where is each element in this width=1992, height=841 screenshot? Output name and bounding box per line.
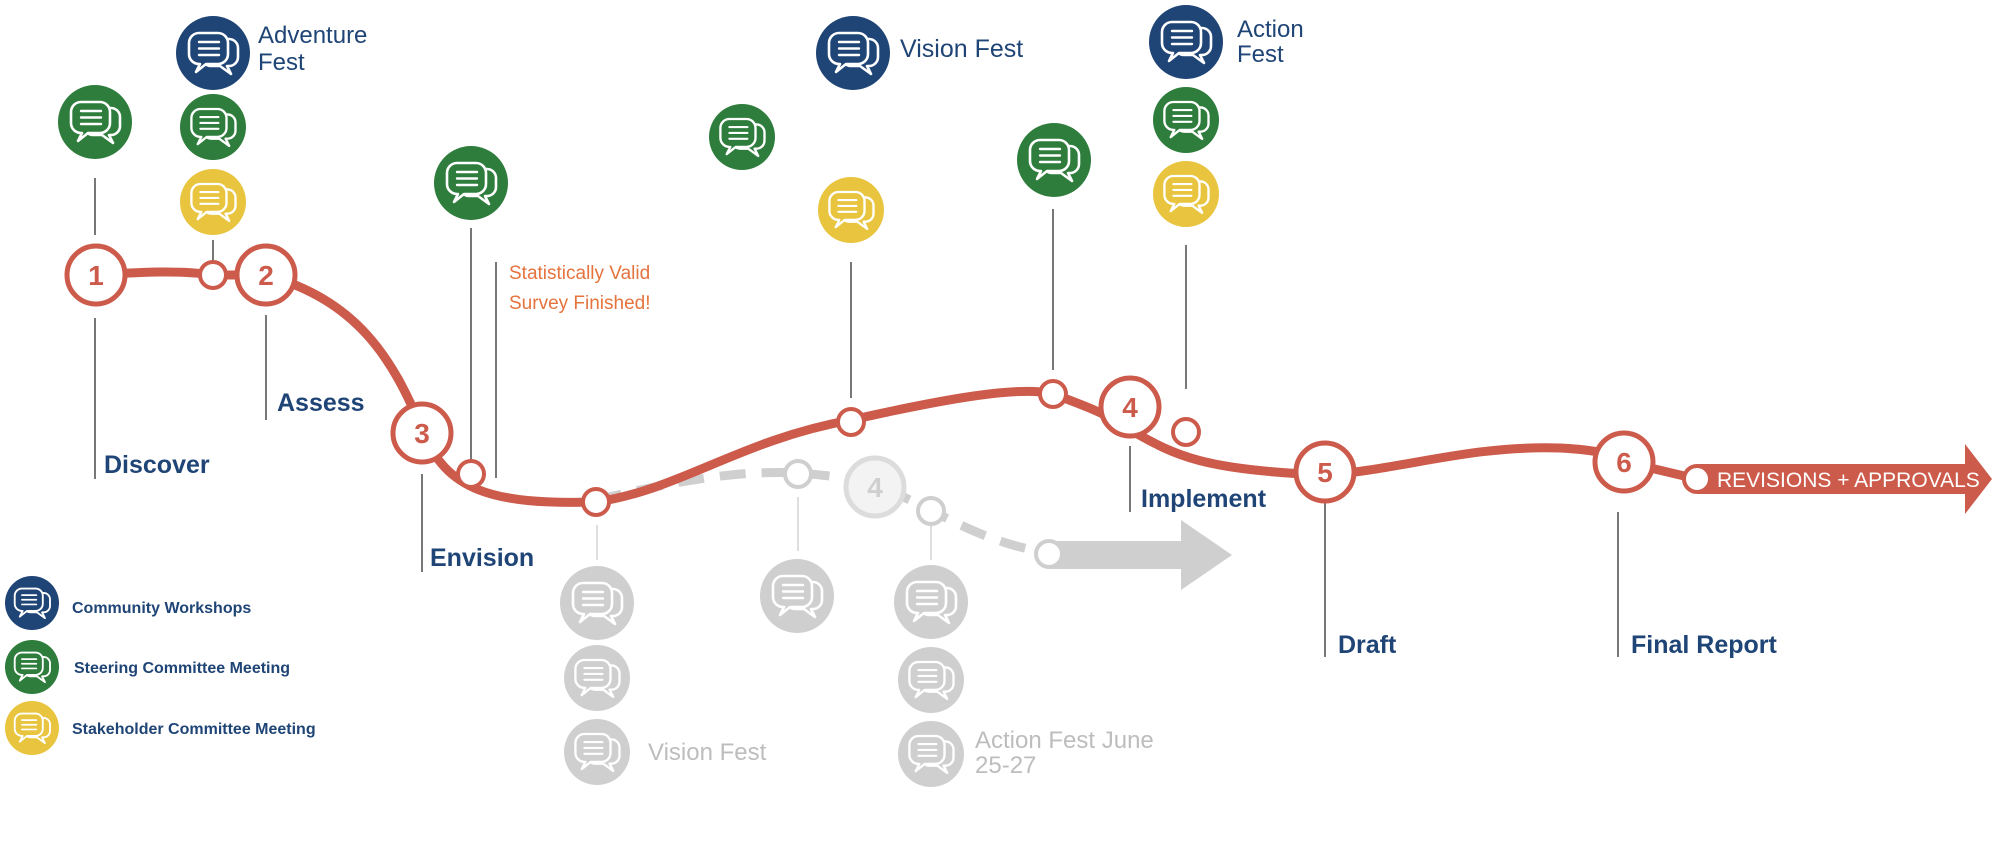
ghost-speech-bubbles-icon bbox=[760, 559, 834, 633]
ghost-speech-bubbles-icon bbox=[564, 719, 630, 785]
steering-committee-speech-bubbles-icon bbox=[180, 94, 246, 160]
survey-finished-label: Statistically Valid Survey Finished! bbox=[509, 263, 655, 314]
phase-label-final-report: Final Report bbox=[1631, 631, 1778, 659]
milestone-5: 5 bbox=[1293, 440, 1357, 504]
route-node bbox=[1171, 417, 1201, 447]
route-node bbox=[1038, 379, 1068, 409]
phase-label-assess: Assess bbox=[277, 389, 365, 417]
steering-committee-speech-bubbles-icon bbox=[1017, 123, 1091, 197]
route-nodes bbox=[198, 260, 1712, 517]
ghost-vision-fest-label: Vision Fest bbox=[648, 739, 767, 766]
milestone-circle bbox=[64, 243, 128, 307]
ghost-dashed-path bbox=[594, 467, 1050, 558]
legend-label: Stakeholder Committee Meeting bbox=[72, 721, 316, 738]
steering-committee-speech-bubbles-icon bbox=[434, 146, 508, 220]
milestone-number: 2 bbox=[258, 260, 274, 291]
ghost-speech-bubbles-icon bbox=[564, 645, 630, 711]
ghost-speech-bubbles-icon bbox=[560, 566, 634, 640]
event-labels: Adventure Fest Vision Fest Action Fest S… bbox=[258, 16, 1310, 779]
ghost-node bbox=[916, 496, 946, 526]
ghost-milestone-4-marker bbox=[843, 455, 907, 519]
legend-label: Community Workshops bbox=[72, 600, 251, 617]
milestone-number: 1 bbox=[88, 260, 104, 291]
phase-label-discover: Discover bbox=[104, 451, 210, 479]
ghost-arrow-shape bbox=[1049, 520, 1232, 590]
legend-item-community-workshops: Community Workshops bbox=[5, 576, 251, 630]
ghost-milestone-4-number: 4 bbox=[867, 472, 883, 503]
milestone-circle bbox=[234, 243, 298, 307]
milestone-number: 5 bbox=[1317, 457, 1333, 488]
milestone-circle bbox=[1098, 375, 1162, 439]
milestone-markers: 1 2 3 4 5 6 bbox=[64, 243, 1656, 504]
stakeholder-committee-speech-bubbles-icon bbox=[1153, 161, 1219, 227]
route-node bbox=[836, 407, 866, 437]
legend: Community Workshops Steering Committee M… bbox=[5, 576, 316, 755]
milestone-4: 4 bbox=[1098, 375, 1162, 439]
ghost-speech-bubbles-icon bbox=[898, 647, 964, 713]
route-node bbox=[1682, 464, 1712, 494]
milestone-number: 6 bbox=[1616, 447, 1632, 478]
steering-committee-speech-bubbles-icon bbox=[1153, 87, 1219, 153]
milestone-1: 1 bbox=[64, 243, 128, 307]
ghost-speech-bubbles-icon bbox=[898, 721, 964, 787]
community-workshop-speech-bubbles-icon bbox=[816, 16, 890, 90]
milestone-number: 3 bbox=[414, 418, 430, 449]
legend-item-steering-committee: Steering Committee Meeting bbox=[5, 640, 290, 694]
adventure-fest-label: Adventure Fest bbox=[258, 22, 374, 76]
community-workshop-speech-bubbles-icon bbox=[176, 16, 250, 90]
legend-item-stakeholder-committee: Stakeholder Committee Meeting bbox=[5, 701, 316, 755]
milestone-circle bbox=[1592, 430, 1656, 494]
milestone-circle bbox=[390, 401, 454, 465]
vision-fest-label: Vision Fest bbox=[900, 35, 1023, 63]
milestone-3: 3 bbox=[390, 401, 454, 465]
ghost-node bbox=[783, 459, 813, 489]
ghost-speech-bubbles-icon bbox=[894, 565, 968, 639]
phase-label-implement: Implement bbox=[1141, 485, 1267, 513]
milestone-2: 2 bbox=[234, 243, 298, 307]
route-node bbox=[581, 487, 611, 517]
revisions-arrow-shape bbox=[1697, 444, 1992, 514]
community-workshop-speech-bubbles-icon bbox=[1149, 5, 1223, 79]
milestone-circle bbox=[1293, 440, 1357, 504]
revisions-approvals-label: REVISIONS + APPROVALS bbox=[1717, 469, 1980, 492]
phase-labels: Discover Assess Envision Implement Draft… bbox=[104, 389, 1778, 659]
stakeholder-committee-speech-bubbles-icon bbox=[180, 169, 246, 235]
milestone-6: 6 bbox=[1592, 430, 1656, 494]
ghost-node bbox=[1034, 539, 1064, 569]
meeting-icons bbox=[58, 5, 1223, 243]
route-node bbox=[456, 459, 486, 489]
phase-label-envision: Envision bbox=[430, 544, 534, 572]
legend-label: Steering Committee Meeting bbox=[74, 660, 290, 677]
main-route-path bbox=[91, 267, 1702, 507]
action-fest-label: Action Fest bbox=[1237, 16, 1310, 68]
ghost-action-fest-label: Action Fest June 25-27 bbox=[975, 727, 1160, 779]
route-node bbox=[198, 260, 228, 290]
ghost-track: 4 bbox=[594, 455, 1232, 590]
milestone-number: 4 bbox=[1122, 392, 1138, 423]
phase-label-draft: Draft bbox=[1338, 631, 1397, 659]
stakeholder-committee-speech-bubbles-icon bbox=[818, 177, 884, 243]
steering-committee-speech-bubbles-icon bbox=[709, 104, 775, 170]
steering-committee-speech-bubbles-icon bbox=[58, 85, 132, 159]
leader-lines bbox=[94, 178, 1619, 657]
ghost-meeting-icons bbox=[560, 559, 968, 787]
